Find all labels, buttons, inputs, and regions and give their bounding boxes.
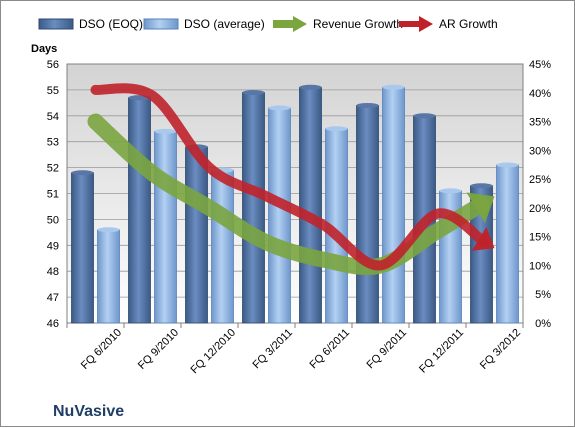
- bar-dso-eoq--5: [356, 105, 379, 324]
- y2-tick-label: 30%: [529, 145, 551, 157]
- y-tick-label: 56: [47, 59, 59, 71]
- bar-dso-average--1: [154, 130, 177, 324]
- y2-tick-label: 35%: [529, 117, 551, 129]
- legend-label-dso-average-: DSO (average): [184, 17, 265, 31]
- y2-tick-label: 10%: [529, 260, 551, 272]
- x-tick-label: FQ 9/2010: [136, 327, 181, 372]
- bar-cap: [154, 128, 177, 134]
- y2-tick-label: 40%: [529, 88, 551, 100]
- x-tick-label: FQ 12/2010: [189, 327, 239, 377]
- legend-label-ar-growth: AR Growth: [439, 17, 498, 31]
- bar-dso-average--7: [496, 164, 519, 324]
- y-tick-label: 48: [47, 266, 59, 278]
- bar-dso-average--3: [268, 107, 291, 324]
- y2-tick-label: 5%: [535, 289, 551, 301]
- bar-cap: [97, 227, 120, 233]
- bar-dso-eoq--0: [71, 172, 94, 324]
- y2-tick-label: 25%: [529, 174, 551, 186]
- y-tick-label: 50: [47, 214, 59, 226]
- arrowhead-ar-growth: [471, 226, 495, 251]
- arrowhead-revenue-growth: [466, 192, 495, 224]
- y-tick-label: 47: [47, 292, 59, 304]
- bar-dso-average--5: [382, 86, 405, 324]
- y-tick-label: 46: [47, 318, 59, 330]
- y-tick-label: 55: [47, 85, 59, 97]
- x-tick-label: FQ 6/2011: [307, 327, 352, 372]
- y-tick-label: 53: [47, 137, 59, 149]
- y-tick-label: 51: [47, 189, 59, 201]
- bar-cap: [382, 84, 405, 90]
- x-tick-label: FQ 6/2010: [79, 327, 124, 372]
- bar-cap: [413, 113, 436, 119]
- y2-tick-label: 20%: [529, 203, 551, 215]
- y-tick-label: 52: [47, 163, 59, 175]
- bar-dso-eoq--4: [299, 86, 322, 324]
- legend-arrow-ar-growth: [419, 16, 433, 32]
- series-line-revenue-growth: [87, 113, 490, 276]
- company-label: NuVasive: [53, 403, 124, 420]
- legend-label-dso-eoq-: DSO (EOQ): [79, 17, 143, 31]
- bar-cap: [439, 188, 462, 194]
- bar-cap: [268, 105, 291, 111]
- x-tick-label: FQ 3/2011: [250, 327, 295, 372]
- y2-tick-label: 15%: [529, 232, 551, 244]
- bar-cap: [470, 183, 493, 189]
- bar-cap: [356, 102, 379, 108]
- y-axis-title: Days: [31, 43, 57, 55]
- bar-cap: [325, 126, 348, 132]
- x-tick-label: FQ 3/2012: [478, 327, 523, 372]
- bar-cap: [71, 170, 94, 176]
- legend-swatch-dso-average-: [143, 18, 179, 30]
- bar-dso-average--2: [211, 169, 234, 324]
- bar-cap: [242, 89, 265, 95]
- bar-dso-average--0: [97, 229, 120, 324]
- bar-dso-eoq--3: [242, 92, 265, 324]
- y-tick-label: 54: [47, 111, 59, 123]
- legend-arrow-revenue-growth: [293, 16, 307, 32]
- bar-cap: [496, 162, 519, 168]
- x-tick-label: FQ 9/2011: [364, 327, 409, 372]
- bar-dso-eoq--1: [128, 97, 151, 324]
- y2-tick-label: 0%: [535, 318, 551, 330]
- legend-swatch-dso-eoq-: [38, 18, 74, 30]
- bar-dso-eoq--2: [185, 146, 208, 324]
- series-line-ar-growth: [90, 83, 489, 271]
- y-tick-label: 49: [47, 240, 59, 252]
- x-tick-label: FQ 12/2011: [417, 327, 466, 376]
- bar-cap: [299, 84, 322, 90]
- y2-tick-label: 45%: [529, 59, 551, 71]
- legend-label-revenue-growth: Revenue Growth: [313, 17, 403, 31]
